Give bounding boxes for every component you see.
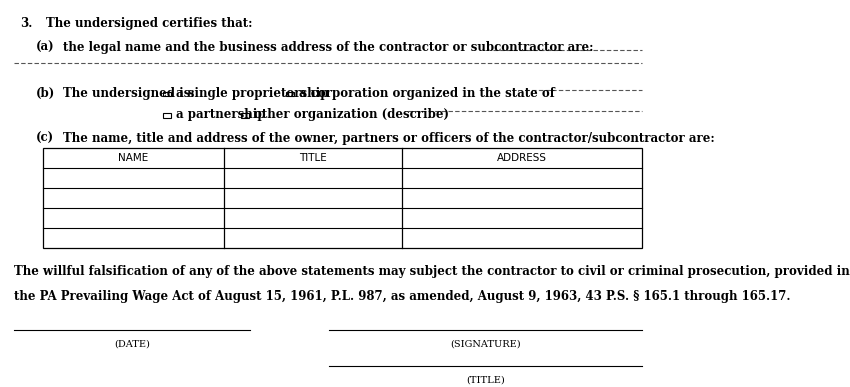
Text: TITLE: TITLE: [299, 153, 326, 163]
Bar: [163, 113, 171, 118]
Bar: [42, 148, 642, 248]
Text: (SIGNATURE): (SIGNATURE): [450, 339, 521, 348]
Text: The willful falsification of any of the above statements may subject the contrac: The willful falsification of any of the …: [14, 265, 850, 278]
Text: The undersigned is:: The undersigned is:: [63, 87, 195, 100]
Text: the PA Prevailing Wage Act of August 15, 1961, P.L. 987, as amended, August 9, 1: the PA Prevailing Wage Act of August 15,…: [14, 290, 791, 303]
Text: NAME: NAME: [118, 153, 149, 163]
Text: a partnership: a partnership: [177, 108, 266, 122]
Text: ADDRESS: ADDRESS: [497, 153, 547, 163]
Text: a corporation organized in the state of: a corporation organized in the state of: [299, 87, 555, 100]
Text: (c): (c): [37, 132, 54, 146]
Text: (b): (b): [37, 87, 55, 100]
Bar: [286, 92, 294, 96]
Text: (a): (a): [37, 41, 55, 54]
Text: (DATE): (DATE): [115, 339, 150, 348]
Text: The name, title and address of the owner, partners or officers of the contractor: The name, title and address of the owner…: [63, 132, 714, 146]
Text: 3.: 3.: [20, 17, 32, 31]
Text: The undersigned certifies that:: The undersigned certifies that:: [46, 17, 252, 31]
Text: (TITLE): (TITLE): [467, 375, 505, 384]
Text: other organization (describe): other organization (describe): [254, 108, 449, 122]
Bar: [241, 113, 249, 118]
Text: a single proprietorship: a single proprietorship: [177, 87, 329, 100]
Bar: [163, 92, 171, 96]
Text: the legal name and the business address of the contractor or subcontractor are:: the legal name and the business address …: [63, 41, 593, 54]
